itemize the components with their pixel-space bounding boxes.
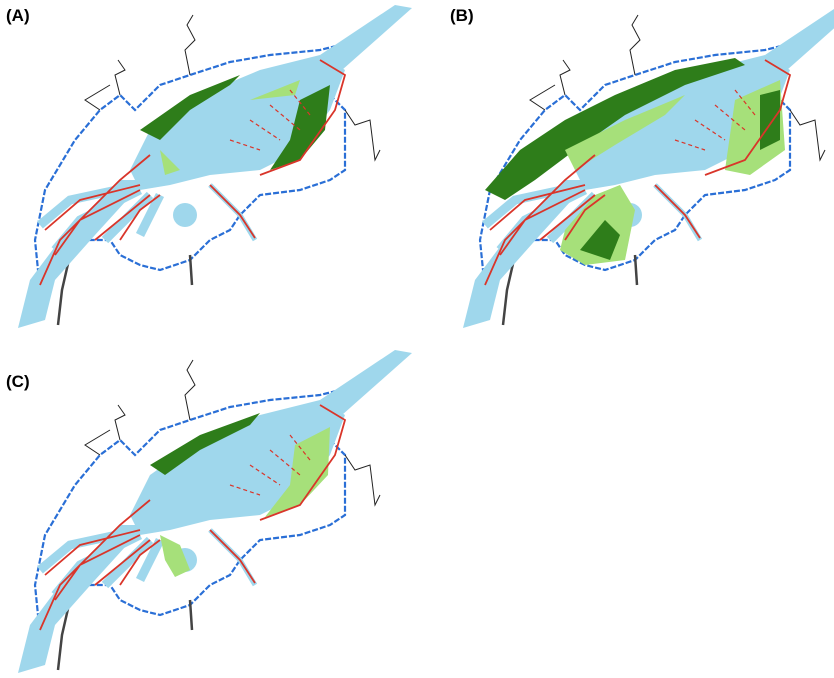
panel-label: (A) — [6, 6, 30, 26]
map-panel-a — [18, 5, 412, 328]
map-panel-c — [18, 350, 412, 673]
figure: (A) (B) (C) — [0, 0, 834, 678]
panel-label: (B) — [450, 6, 474, 26]
maps — [0, 0, 834, 678]
map-panel-b — [463, 5, 834, 328]
panel-label: (C) — [6, 372, 30, 392]
